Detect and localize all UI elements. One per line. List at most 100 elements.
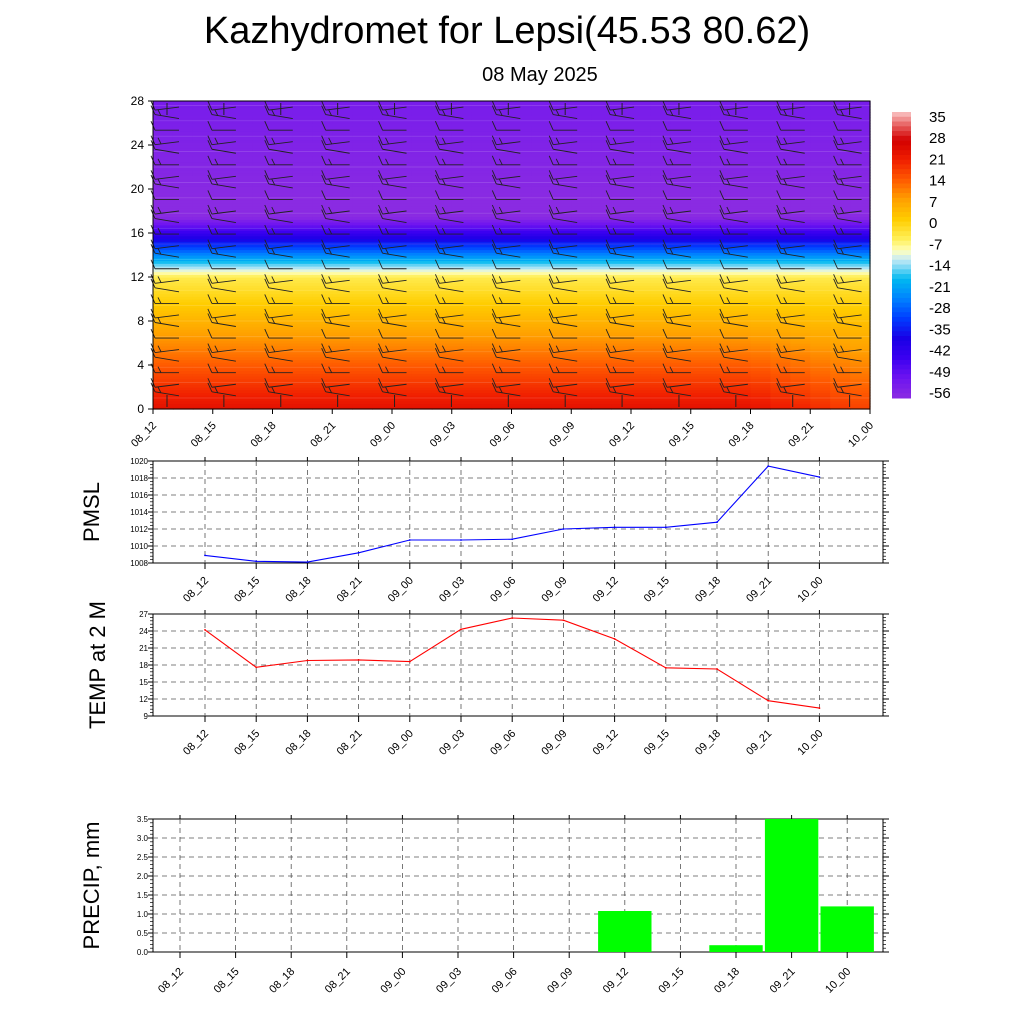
heatmap-cell	[670, 367, 692, 372]
heatmap-cell	[372, 106, 393, 110]
heatmap-cell	[770, 158, 791, 163]
heatmap-cell	[611, 222, 632, 226]
heatmap-cell	[153, 180, 174, 185]
heatmap-cell	[252, 403, 274, 407]
heatmap-cell	[551, 219, 572, 223]
heatmap-cell	[252, 136, 274, 141]
wind-barb	[378, 259, 407, 270]
heatmap-cell	[252, 274, 274, 278]
heatmap-cell	[372, 191, 393, 196]
heatmap-cell	[252, 310, 274, 314]
heatmap-cell	[650, 359, 672, 363]
heatmap-cell	[591, 348, 612, 352]
heatmap-cell	[252, 257, 274, 262]
heatmap-cell	[650, 109, 672, 113]
heatmap-cell	[352, 244, 373, 248]
wind-barb-flag	[555, 109, 560, 117]
heatmap-cell	[372, 312, 393, 317]
heatmap-cell	[571, 304, 592, 308]
heatmap-cell	[212, 365, 234, 369]
wind-barb-flag	[385, 227, 389, 235]
heatmap-cell	[790, 183, 811, 187]
heatmap-cell	[153, 131, 174, 135]
heatmap-cell	[372, 310, 393, 314]
wind-barb	[207, 190, 236, 200]
heatmap-cell	[491, 103, 513, 108]
heatmap-cell	[192, 106, 214, 110]
heatmap-cell	[690, 249, 712, 253]
heatmap-cell	[710, 246, 732, 251]
heatmap-cell	[551, 304, 572, 308]
heatmap-cell	[591, 213, 612, 218]
heatmap-cell	[411, 384, 433, 388]
wind-barb	[435, 343, 464, 354]
heatmap-cell	[730, 312, 752, 317]
wind-barb-flag	[662, 204, 668, 215]
heatmap-cell	[571, 367, 592, 372]
heatmap-cell	[232, 384, 254, 388]
heatmap-cell	[153, 147, 174, 152]
heatmap-cell	[192, 384, 214, 388]
heatmap-cell	[810, 213, 831, 218]
heatmap-cell	[252, 356, 274, 361]
heatmap-cell	[650, 131, 672, 135]
heatmap-cell	[710, 180, 732, 185]
heatmap-cell	[411, 145, 433, 149]
heatmap-cell	[153, 359, 174, 363]
heatmap-cell	[431, 241, 453, 245]
heatmap-cell	[372, 153, 393, 157]
heatmap-cell	[770, 139, 791, 143]
heatmap-cell	[591, 169, 612, 174]
heatmap-cell	[153, 238, 174, 242]
heatmap-cell	[571, 398, 592, 402]
wind-barb	[207, 378, 236, 388]
heatmap-cell	[531, 370, 552, 374]
heatmap-cell	[511, 343, 533, 347]
heatmap-cell	[670, 117, 692, 121]
wind-barb-flag	[328, 206, 333, 214]
heatmap-cell	[551, 318, 572, 322]
heatmap-cell	[670, 345, 692, 350]
wind-barb-shaft	[382, 314, 407, 319]
wind-barb	[435, 363, 464, 374]
heatmap-cell	[212, 323, 234, 328]
heatmap-cell	[611, 180, 632, 185]
heatmap-cell	[332, 142, 353, 146]
wind-barb-flag	[157, 158, 162, 166]
heatmap-cell	[192, 367, 214, 372]
heatmap-cell	[790, 373, 811, 377]
heatmap-cell	[153, 260, 174, 264]
wind-barb-shaft	[496, 175, 521, 180]
heatmap-cell	[531, 293, 552, 297]
heatmap-cell	[392, 227, 413, 231]
heatmap-cell	[571, 112, 592, 116]
heatmap-cell	[770, 307, 791, 311]
heatmap-cell	[491, 334, 513, 339]
wind-barb	[207, 278, 236, 293]
heatmap-cell	[352, 277, 373, 281]
wind-barb-flag	[207, 244, 213, 254]
wind-barb	[264, 120, 293, 131]
heatmap-cell	[770, 373, 791, 377]
heatmap-cell	[232, 145, 254, 149]
heatmap-cell	[252, 139, 274, 143]
heatmap-cell	[352, 112, 373, 116]
heatmap-cell	[591, 384, 612, 388]
heatmap-cell	[491, 296, 513, 300]
heatmap-cell	[232, 348, 254, 352]
heatmap-cell	[192, 260, 214, 264]
heatmap-cell	[631, 332, 652, 336]
wind-barb-flag	[385, 345, 389, 352]
heatmap-cell	[392, 332, 413, 336]
wind-barb-shaft	[496, 245, 521, 250]
heatmap-cell	[591, 315, 612, 319]
wind-barb-shaft	[553, 279, 578, 284]
heatmap-cell	[810, 238, 831, 242]
heatmap-cell	[750, 403, 772, 407]
heatmap-cell	[511, 329, 533, 333]
wind-barb	[207, 313, 236, 327]
heatmap-cell	[312, 304, 333, 308]
heatmap-cell	[670, 315, 692, 319]
heatmap-cell	[531, 395, 552, 399]
wind-barb-flag	[385, 178, 389, 186]
